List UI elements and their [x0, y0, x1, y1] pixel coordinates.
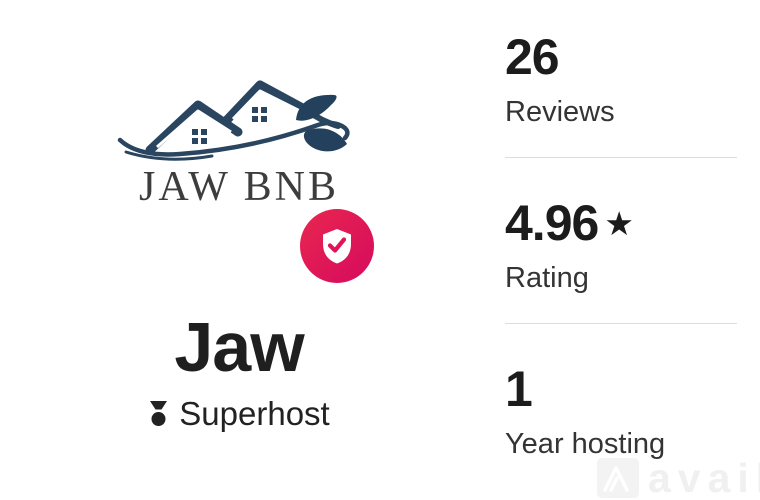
stat-value: 4.96: [505, 195, 599, 251]
host-identity-section: JAW BNB Jaw Superhost: [58, 0, 420, 500]
stats-column: 26 Reviews 4.96 ★ Rating 1 Year hosting: [505, 30, 737, 489]
stat-label: Year hosting: [505, 428, 666, 460]
avatar-logo[interactable]: [110, 64, 360, 170]
avail-logo-iconbox: [597, 458, 639, 498]
stat-years-hosting[interactable]: 1 Year hosting: [505, 362, 737, 489]
avail-logo-icon: [603, 466, 629, 492]
stat-value: 26: [505, 29, 560, 85]
superhost-badge: Superhost: [58, 395, 420, 432]
stat-label: Reviews: [505, 96, 615, 128]
shield-check-icon: [323, 229, 351, 264]
stat-value: 1: [505, 361, 533, 417]
superhost-label: Superhost: [179, 395, 330, 432]
verified-badge: [300, 209, 374, 283]
stat-reviews[interactable]: 26 Reviews: [505, 30, 737, 158]
stat-rating[interactable]: 4.96 ★ Rating: [505, 196, 737, 324]
brand-text: JAW BNB: [138, 164, 340, 210]
houses-leaf-logo-icon: [117, 80, 350, 161]
watermark-text: avail: [648, 456, 760, 500]
star-icon: ★: [604, 205, 634, 242]
stat-label: Rating: [505, 262, 589, 294]
host-name: Jaw: [174, 308, 304, 386]
medal-icon: [150, 401, 168, 427]
watermark: avail: [594, 456, 760, 500]
